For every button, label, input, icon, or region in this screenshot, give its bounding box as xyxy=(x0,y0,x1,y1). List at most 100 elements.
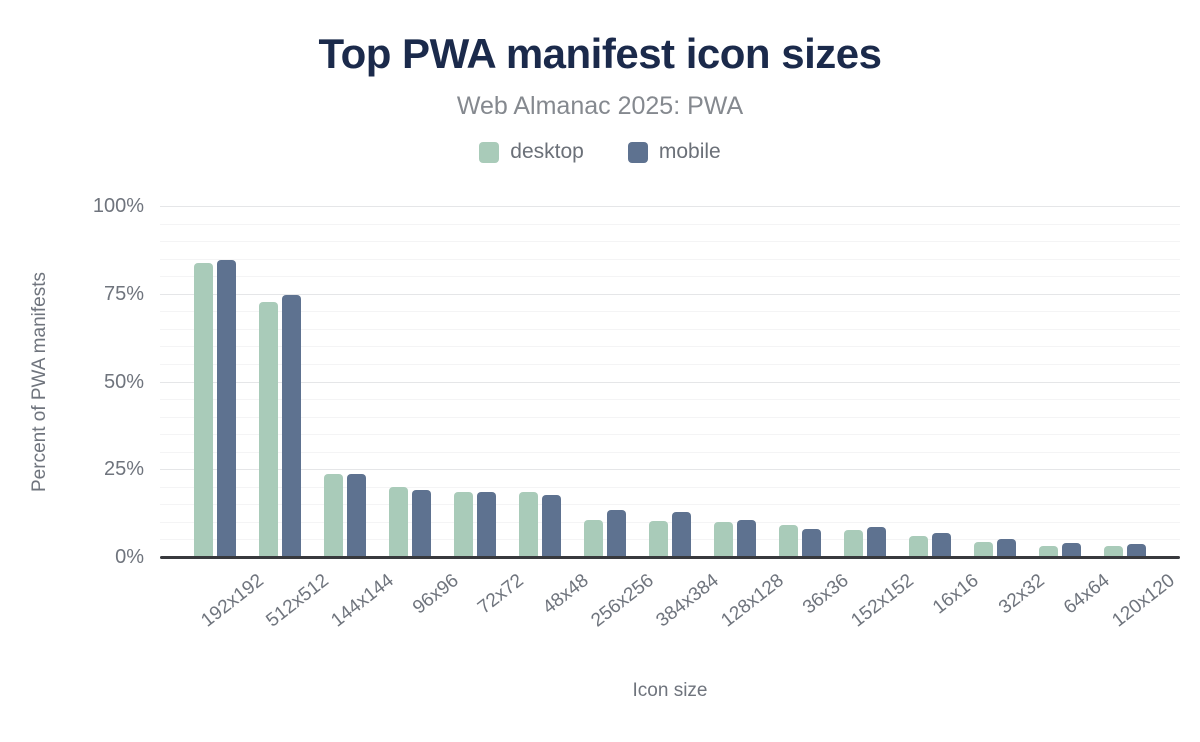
mobile-bar xyxy=(932,533,952,558)
bar-group: 192x192 xyxy=(182,207,267,631)
y-axis-labels: 0% 25% 50% 75% 100% xyxy=(0,195,152,568)
x-tick-label: 512x512 xyxy=(262,570,333,632)
bar-group: 120x120 xyxy=(1093,207,1178,631)
gridline xyxy=(160,381,1180,383)
y-tick-label: 25% xyxy=(103,458,144,481)
bar-group: 256x256 xyxy=(572,207,658,631)
legend-label: mobile xyxy=(658,140,721,163)
desktop-bar xyxy=(323,473,343,558)
desktop-bar xyxy=(518,492,538,558)
mobile-bar xyxy=(411,489,431,558)
x-tick-label: 48x48 xyxy=(539,570,593,619)
desktop-bar xyxy=(648,521,668,558)
plot-area: 192x192 512x512 144x144 96x96 72x72 48x48 256x… xyxy=(160,206,1180,631)
gridline xyxy=(160,346,1180,348)
legend: desktop mobile xyxy=(0,140,1200,164)
x-tick-label: 96x96 xyxy=(408,570,463,619)
bar-group: 36x36 xyxy=(768,207,853,618)
mobile-bar xyxy=(997,539,1017,558)
x-tick-label: 72x72 xyxy=(473,570,528,619)
gridline xyxy=(160,206,1180,207)
legend-label: desktop xyxy=(510,140,584,163)
gridline xyxy=(160,258,1180,260)
x-axis-line xyxy=(160,556,1180,559)
x-tick-label: 144x144 xyxy=(327,570,398,632)
mobile-bar xyxy=(346,474,366,558)
legend-item-desktop: desktop xyxy=(479,140,584,164)
bar-group: 64x64 xyxy=(1028,207,1113,618)
desktop-bar xyxy=(714,521,734,558)
desktop-bar xyxy=(583,519,603,558)
desktop-bar xyxy=(844,529,864,558)
desktop-bar xyxy=(909,535,929,558)
chart-subtitle: Web Almanac 2025: PWA xyxy=(456,92,744,120)
gridline xyxy=(160,486,1180,488)
bar-group: 96x96 xyxy=(377,207,463,618)
gridline xyxy=(160,521,1180,523)
mobile-bar xyxy=(606,509,626,558)
mobile-bar xyxy=(1127,543,1147,558)
mobile-bar xyxy=(541,494,561,558)
y-tick-label: 50% xyxy=(103,370,144,393)
gridline xyxy=(160,276,1180,278)
bar-group: 72x72 xyxy=(442,207,528,618)
chart-title: Top PWA manifest icon sizes xyxy=(318,30,882,77)
gridline xyxy=(160,469,1180,471)
y-tick-label: 0% xyxy=(115,546,144,568)
mobile-bar xyxy=(737,520,757,558)
bar-group: 144x144 xyxy=(312,207,398,631)
desktop-bar xyxy=(974,541,994,558)
bar-group: 16x16 xyxy=(898,207,983,618)
mobile-bar xyxy=(281,295,301,558)
x-tick-label: 36x36 xyxy=(799,570,854,619)
gridline xyxy=(160,311,1180,313)
x-axis-title: Icon size xyxy=(632,680,708,701)
gridline xyxy=(160,451,1180,453)
y-tick-label: 100% xyxy=(92,195,144,217)
desktop-bar xyxy=(388,486,408,558)
gridline xyxy=(160,328,1180,330)
x-tick-label: 32x32 xyxy=(994,570,1049,619)
gridline xyxy=(160,504,1180,506)
x-tick-label: 16x16 xyxy=(929,570,984,619)
bar-group: 152x152 xyxy=(833,207,918,631)
desktop-bar xyxy=(258,301,278,558)
x-tick-label: 120x120 xyxy=(1107,570,1179,632)
desktop-bar xyxy=(1039,545,1059,558)
desktop-bar xyxy=(193,263,213,558)
mobile-bar xyxy=(802,528,822,558)
bar-group: 384x384 xyxy=(637,207,723,631)
mobile-bar xyxy=(671,512,691,558)
desktop-bar xyxy=(1104,546,1124,558)
mobile-bar xyxy=(476,492,496,558)
mobile-bar xyxy=(1062,543,1082,558)
legend-item-mobile: mobile xyxy=(627,140,721,164)
x-tick-label: 128x128 xyxy=(717,570,788,632)
bar-group: 128x128 xyxy=(703,207,788,631)
desktop-swatch-icon xyxy=(479,141,500,163)
desktop-bar xyxy=(779,524,799,558)
mobile-swatch-icon xyxy=(627,141,648,163)
mobile-bar xyxy=(216,260,236,558)
bar-group: 48x48 xyxy=(507,207,593,618)
bar-group: 512x512 xyxy=(247,207,333,631)
gridline xyxy=(160,539,1180,541)
x-tick-label: 256x256 xyxy=(587,570,658,632)
gridline xyxy=(160,416,1180,418)
y-tick-label: 75% xyxy=(103,282,144,305)
desktop-bar xyxy=(453,491,473,558)
gridline xyxy=(160,434,1180,436)
gridline xyxy=(160,223,1180,225)
gridline xyxy=(160,293,1180,295)
x-tick-label: 64x64 xyxy=(1059,570,1114,619)
gridline xyxy=(160,241,1180,243)
x-tick-label: 384x384 xyxy=(652,570,723,632)
x-tick-label: 192x192 xyxy=(197,570,268,632)
bar-group: 32x32 xyxy=(963,207,1048,618)
mobile-bar xyxy=(867,527,887,558)
bar-groups: 192x192 512x512 144x144 96x96 72x72 48x48 256x… xyxy=(160,207,1180,631)
gridline xyxy=(160,399,1180,401)
gridline xyxy=(160,363,1180,365)
x-tick-label: 152x152 xyxy=(847,570,919,632)
